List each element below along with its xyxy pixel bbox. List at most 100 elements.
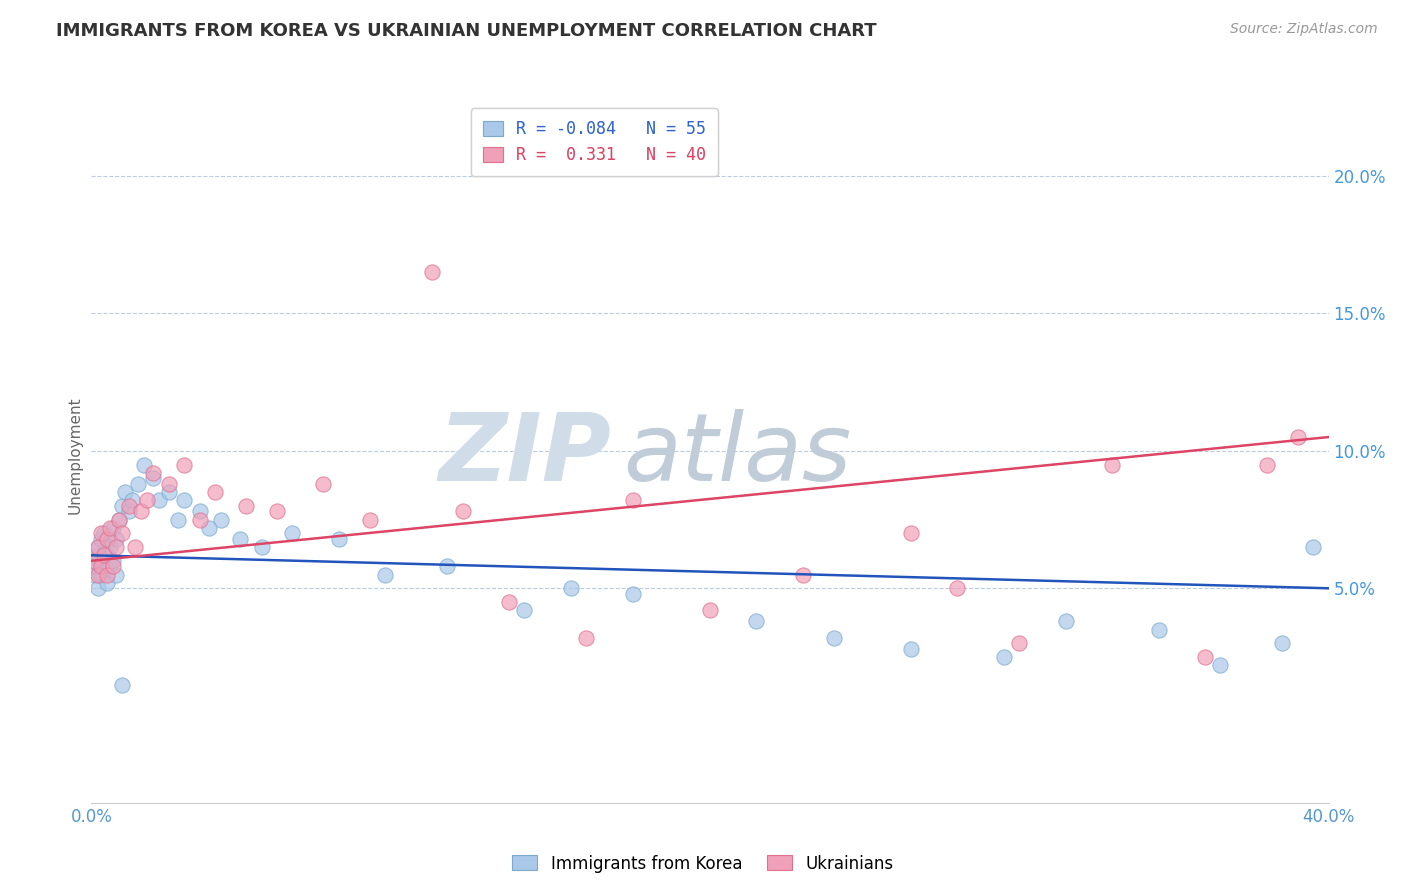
Point (1147, 623, 1170, 637)
Point (111, 499, 134, 513)
Legend: R = -0.084   N = 55, R =  0.331   N = 40: R = -0.084 N = 55, R = 0.331 N = 40 (471, 109, 717, 176)
Point (83, 559, 105, 574)
Point (86, 549, 108, 563)
Point (136, 493, 159, 508)
Point (86, 540, 108, 554)
Point (1209, 658, 1232, 673)
Point (114, 485, 136, 500)
Point (173, 493, 195, 508)
Point (148, 493, 170, 508)
Point (157, 476, 180, 491)
Point (90, 532, 112, 546)
Point (266, 504, 288, 518)
Point (204, 485, 226, 500)
Point (105, 567, 128, 582)
Point (946, 582, 969, 596)
Point (132, 458, 155, 472)
Point (229, 532, 252, 546)
Point (117, 504, 139, 518)
Point (792, 567, 814, 582)
Point (1302, 540, 1324, 554)
Point (1271, 636, 1294, 650)
Text: ZIP: ZIP (439, 409, 612, 501)
Point (167, 512, 190, 526)
Point (451, 504, 474, 518)
Point (86, 582, 108, 596)
Point (96, 575, 118, 590)
Point (157, 485, 180, 500)
Text: Source: ZipAtlas.com: Source: ZipAtlas.com (1230, 22, 1378, 37)
Point (93, 559, 115, 574)
Point (96, 567, 118, 582)
Point (823, 631, 845, 645)
Y-axis label: Unemployment: Unemployment (67, 396, 83, 514)
Point (108, 512, 131, 526)
Point (1054, 615, 1077, 629)
Point (513, 603, 536, 617)
Point (90, 559, 112, 574)
Point (127, 476, 149, 491)
Point (235, 499, 257, 513)
Point (328, 532, 350, 546)
Point (83, 567, 105, 582)
Point (96, 549, 118, 563)
Point (281, 526, 304, 541)
Point (101, 559, 124, 574)
Point (101, 521, 124, 535)
Point (900, 641, 922, 656)
Point (90, 554, 112, 568)
Point (188, 504, 211, 518)
Point (575, 631, 598, 645)
Point (1008, 636, 1031, 650)
Point (121, 493, 143, 508)
Point (560, 582, 582, 596)
Point (101, 554, 124, 568)
Point (98, 521, 121, 535)
Point (1101, 458, 1123, 472)
Point (83, 554, 105, 568)
Point (124, 540, 146, 554)
Point (96, 532, 118, 546)
Point (374, 567, 396, 582)
Point (142, 471, 165, 485)
Point (117, 499, 139, 513)
Point (142, 466, 165, 480)
Point (173, 458, 195, 472)
Point (86, 540, 108, 554)
Text: atlas: atlas (623, 409, 852, 500)
Legend: Immigrants from Korea, Ukrainians: Immigrants from Korea, Ukrainians (506, 848, 900, 880)
Point (96, 562, 118, 576)
Point (250, 540, 273, 554)
Point (98, 540, 121, 554)
Point (111, 526, 134, 541)
Point (699, 603, 721, 617)
Point (129, 504, 152, 518)
Point (188, 512, 211, 526)
Point (359, 512, 381, 526)
Point (1286, 430, 1309, 444)
Point (993, 650, 1015, 665)
Point (420, 265, 443, 279)
Point (90, 526, 112, 541)
Point (436, 559, 458, 574)
Point (745, 615, 768, 629)
Point (98, 559, 121, 574)
Point (1256, 458, 1278, 472)
Point (90, 567, 112, 582)
Point (105, 532, 128, 546)
Point (198, 521, 221, 535)
Point (82, 554, 104, 568)
Point (209, 512, 232, 526)
Point (312, 476, 335, 491)
Point (105, 540, 128, 554)
Point (93, 526, 115, 541)
Point (108, 512, 131, 526)
Point (111, 677, 134, 691)
Point (621, 493, 644, 508)
Point (93, 549, 115, 563)
Point (498, 595, 520, 609)
Point (93, 545, 115, 559)
Point (900, 526, 922, 541)
Point (621, 587, 644, 601)
Text: IMMIGRANTS FROM KOREA VS UKRAINIAN UNEMPLOYMENT CORRELATION CHART: IMMIGRANTS FROM KOREA VS UKRAINIAN UNEMP… (56, 22, 877, 40)
